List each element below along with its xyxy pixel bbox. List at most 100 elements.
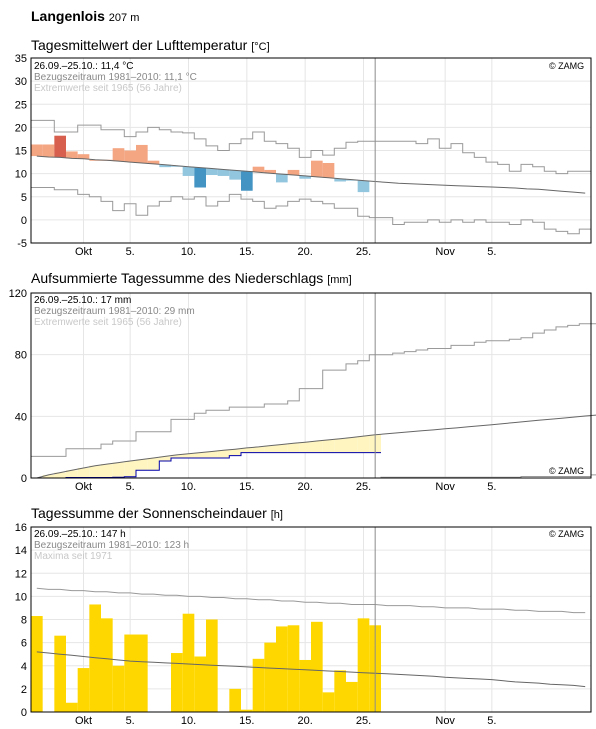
temperature-min-line — [31, 187, 591, 235]
sun-x-tick-label: 25. — [356, 715, 371, 727]
sun-mean-line — [36, 651, 586, 688]
temperature-anomaly-bar — [136, 144, 148, 163]
precip-deficit-area — [241, 447, 253, 453]
precip-deficit-area — [217, 450, 230, 458]
temperature-anomaly-bar — [77, 154, 90, 159]
sun-info-period: 26.09.–25.10.: 147 h — [34, 529, 126, 540]
temperature-anomaly-bar — [322, 162, 335, 178]
copyright-precip: © ZAMG — [549, 466, 585, 476]
sun-y-tick-label: 8 — [21, 615, 27, 627]
temperature-x-tick-label: 25. — [356, 246, 371, 258]
temperature-info-reference: Bezugszeitraum 1981–2010: 11,1 °C — [34, 72, 197, 83]
temperature-y-tick-label: 35 — [15, 53, 27, 65]
temperature-unit: [°C] — [251, 41, 270, 53]
temperature-mean-line — [36, 155, 586, 194]
temperature-info-extremes: Extremwerte seit 1965 (56 Jahre) — [34, 83, 182, 94]
precip-deficit-area — [287, 443, 300, 453]
sun-unit: [h] — [270, 509, 283, 521]
precip-deficit-area — [264, 445, 276, 453]
precip-mean-line — [36, 414, 596, 479]
temperature-anomaly-bar — [182, 166, 195, 176]
temperature-anomaly-bar — [66, 151, 78, 159]
precip-deficit-area — [311, 441, 323, 453]
sun-bar — [171, 653, 183, 712]
sun-bar — [112, 665, 125, 712]
sun-y-tick-label: 2 — [21, 684, 27, 696]
sun-x-tick-label: 20. — [298, 715, 313, 727]
precip-deficit-area — [346, 437, 358, 453]
sun-bar — [194, 656, 206, 712]
sun-max-line — [36, 587, 586, 614]
sun-bar — [264, 642, 276, 712]
precip-deficit-area — [171, 454, 183, 458]
sun-bar — [252, 658, 265, 712]
sun-bar — [31, 616, 43, 712]
precip-deficit-area — [54, 472, 66, 478]
precip-plot-frame — [30, 292, 592, 479]
precip-deficit-area — [77, 467, 90, 478]
temperature-anomaly-bar — [194, 167, 206, 188]
precip-x-tick-label: 10. — [181, 481, 196, 493]
temperature-anomaly-bar — [346, 179, 358, 181]
temperature-anomaly-bar — [357, 180, 370, 193]
sun-x-tick-label: 10. — [181, 715, 196, 727]
precip-deficit-area — [66, 470, 78, 478]
temperature-anomaly-bar — [299, 175, 311, 179]
temperature-y-tick-label: 10 — [15, 169, 27, 181]
sun-x-tick-label: 15. — [239, 715, 254, 727]
temperature-anomaly-bar — [206, 168, 218, 176]
precip-deficit-area — [276, 444, 288, 453]
sun-bar — [334, 670, 346, 712]
precip-info: 26.09.–25.10.: 17 mm Bezugszeitraum 1981… — [34, 295, 195, 328]
sun-bar — [66, 702, 78, 712]
precip-y-tick-label: 80 — [15, 350, 27, 362]
temperature-anomaly-bar — [54, 135, 66, 158]
precip-x-tick-label: 20. — [298, 481, 313, 493]
sun-bar — [241, 709, 253, 712]
sun-bar — [287, 625, 300, 712]
sun-bar — [299, 659, 311, 712]
sun-bar — [124, 634, 136, 712]
temperature-y-tick-label: -5 — [17, 238, 27, 250]
temperature-x-tick-label: 5. — [487, 246, 496, 258]
precip-title: Aufsummierte Tagessumme des Niederschlag… — [31, 270, 352, 286]
precip-deficit-area — [322, 439, 335, 453]
precip-x-tick-label: 5. — [487, 481, 496, 493]
precip-deficit-area — [112, 462, 125, 478]
precip-deficit-area — [252, 446, 265, 453]
precip-deficit-area — [229, 449, 241, 456]
sun-bar — [54, 635, 66, 712]
temperature-anomaly-bar — [229, 170, 241, 180]
temperature-anomaly-bar — [276, 174, 288, 183]
sun-y-tick-label: 16 — [15, 522, 27, 534]
precip-deficit-area — [159, 456, 171, 462]
precip-unit: [mm] — [327, 274, 352, 286]
precip-deficit-area — [299, 442, 311, 453]
temperature-anomaly-bar — [124, 150, 136, 163]
sun-y-tick-label: 12 — [15, 568, 27, 580]
station-header: Langenlois 207 m — [31, 8, 139, 24]
sun-y-tick-label: 10 — [15, 591, 27, 603]
precip-deficit-area — [357, 436, 370, 453]
temperature-anomaly-bar — [31, 144, 43, 157]
sun-x-tick-label: Okt — [75, 715, 92, 727]
temperature-y-tick-label: 25 — [15, 99, 27, 111]
temperature-max-line — [31, 119, 591, 175]
precip-deficit-area — [89, 465, 101, 478]
precip-deficit-area — [42, 474, 55, 478]
precip-y-tick-label: 0 — [21, 473, 27, 485]
precip-info-reference: Bezugszeitraum 1981–2010: 29 mm — [34, 306, 195, 317]
temperature-info-period: 26.09.–25.10.: 11,4 °C — [34, 61, 134, 72]
station-name: Langenlois — [31, 8, 105, 24]
sun-y-tick-label: 0 — [21, 707, 27, 719]
temperature-plot-frame — [30, 57, 592, 244]
precip-deficit-area — [182, 453, 195, 458]
sun-y-tick-label: 4 — [21, 661, 27, 673]
precip-y-tick-label: 120 — [9, 288, 27, 300]
precip-deficit-area — [147, 457, 160, 471]
temperature-anomaly-bar — [287, 169, 300, 176]
sun-x-tick-label: 5. — [126, 715, 135, 727]
temperature-anomaly-bar — [334, 178, 346, 182]
temperature-x-tick-label: 15. — [239, 246, 254, 258]
